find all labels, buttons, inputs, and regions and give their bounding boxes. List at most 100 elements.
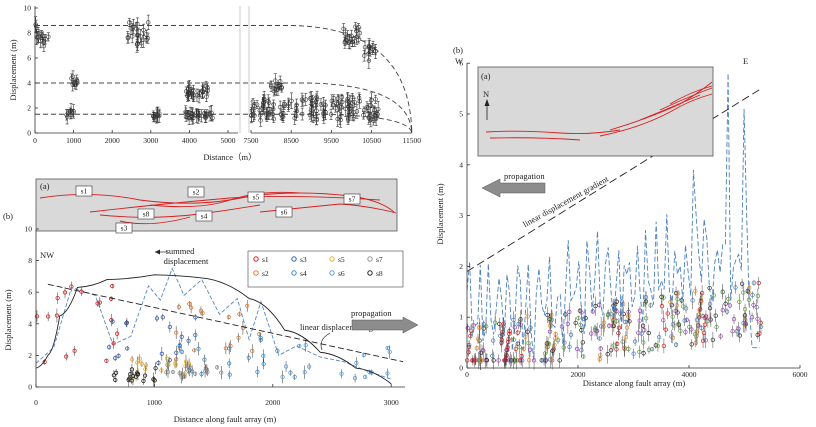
bottom-left-point	[354, 360, 359, 365]
right-point	[520, 358, 525, 363]
top-left-fit-curves	[35, 25, 413, 134]
right-point	[611, 343, 616, 348]
legend-label: s3	[300, 255, 307, 264]
top-left-point	[199, 113, 204, 119]
right-point	[661, 318, 666, 323]
right-point	[689, 342, 694, 347]
bottom-left-gradient-label: linear displacement gradient	[300, 322, 397, 332]
bottom-left-point	[111, 373, 116, 378]
top-left-x-tick-label: 1000	[66, 136, 81, 145]
segment-label-box	[187, 186, 205, 198]
legend-marker	[367, 270, 373, 276]
bottom-left-point	[361, 352, 366, 358]
top-left-point	[336, 101, 341, 106]
bottom-left-fault-trace	[89, 195, 381, 213]
bottom-left-point	[177, 371, 182, 376]
top-left-point	[202, 111, 207, 116]
right-point	[480, 348, 486, 353]
legend-label: s4	[300, 269, 307, 278]
bottom-left-point	[385, 345, 390, 351]
top-left-point	[289, 98, 294, 104]
bottom-left-point	[143, 367, 148, 372]
top-left-y-tick-label: 10	[24, 4, 32, 13]
right-x-ticks: 0 2000 4000 6000	[465, 365, 808, 379]
right-y-ticks: 0 1 2 3 4 5 6	[459, 59, 470, 373]
right-point	[683, 306, 689, 311]
right-point	[693, 340, 698, 345]
top-left-point	[341, 26, 346, 32]
top-left-point	[71, 110, 76, 116]
legend-marker	[253, 270, 259, 276]
bottom-left-inset-label: (a)	[40, 181, 50, 191]
right-point	[521, 346, 527, 351]
bottom-left-point	[107, 345, 112, 350]
bottom-left-point	[153, 366, 158, 371]
linear-gradient-line	[47, 283, 404, 363]
bottom-left-point	[177, 343, 182, 348]
top-left-point	[314, 94, 319, 100]
right-point	[592, 326, 598, 331]
right-point	[665, 311, 670, 316]
right-point	[720, 289, 725, 294]
bottom-left-point	[237, 312, 242, 317]
right-x-tick-label: 2000	[571, 370, 586, 379]
right-point	[507, 358, 512, 363]
bottom-left-point	[193, 332, 198, 338]
right-point	[619, 299, 625, 304]
right-point	[593, 304, 598, 309]
right-point	[675, 296, 680, 302]
bottom-left-point	[240, 325, 246, 330]
bottom-left-point	[113, 356, 118, 361]
right-point	[687, 324, 692, 330]
right-point	[528, 325, 533, 330]
right-point	[545, 312, 550, 318]
right-point	[693, 288, 698, 294]
legend-label: s7	[376, 255, 383, 264]
bottom-left-point	[196, 346, 201, 351]
top-left-point	[349, 33, 354, 39]
right-point	[669, 334, 674, 339]
top-left-point	[357, 30, 363, 36]
right-point	[731, 316, 737, 322]
right-point	[499, 337, 505, 343]
top-left-point	[64, 114, 70, 119]
right-inset-label: (a)	[481, 71, 491, 81]
bottom-left-y-tick-label: 2	[28, 351, 32, 360]
right-point	[699, 325, 704, 331]
bottom-left-point	[34, 314, 40, 319]
right-point	[525, 314, 530, 319]
right-point	[598, 324, 604, 329]
segment-label: s6	[281, 208, 288, 217]
right-point	[496, 358, 501, 363]
right-y-tick-label: 0	[459, 364, 463, 373]
bottom-left-point	[164, 356, 169, 361]
bottom-left-point	[164, 370, 169, 375]
top-left-point	[370, 44, 376, 50]
bottom-left-point	[280, 374, 285, 380]
top-left-point	[364, 105, 370, 110]
bottom-left-point	[303, 343, 308, 348]
top-left-y-tick-label: 4	[27, 79, 31, 88]
bottom-left-y-tick-label: 10	[25, 225, 33, 234]
right-point	[673, 342, 679, 347]
top-left-fit-curve	[35, 113, 413, 134]
bottom-left-propagation-arrow	[351, 316, 419, 334]
bottom-left-point	[250, 348, 255, 353]
right-point	[477, 324, 482, 329]
right-point	[718, 334, 723, 339]
right-point	[681, 304, 686, 309]
north-label: N	[483, 89, 489, 99]
top-left-x-tick-label: 7500	[244, 136, 259, 145]
bottom-left-point	[97, 300, 102, 305]
bottom-left-point	[143, 363, 149, 368]
right-point	[700, 338, 706, 344]
top-left-point	[145, 20, 151, 25]
bottom-left-point	[198, 308, 204, 313]
right-point	[703, 314, 709, 319]
right-point	[745, 288, 750, 294]
top-left-fit-curve	[35, 25, 413, 134]
right-point	[531, 358, 537, 363]
right-point	[696, 323, 701, 328]
right-point	[692, 332, 698, 337]
right-y-axis-label: Displacement (m)	[435, 183, 445, 244]
